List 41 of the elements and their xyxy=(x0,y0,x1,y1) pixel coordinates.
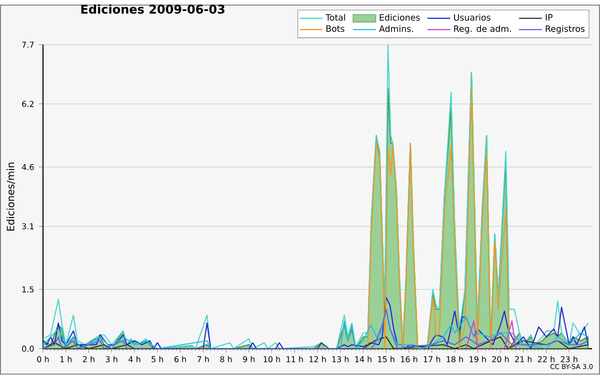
x-tick-label: 3 h xyxy=(106,356,118,362)
legend-label: IP xyxy=(546,14,552,21)
y-tick-label: 6.2 xyxy=(22,101,34,108)
y-tick-label: 7.7 xyxy=(22,42,34,48)
y-tick-label: 1.5 xyxy=(22,286,34,293)
y-tick-label: 0.0 xyxy=(22,346,34,352)
legend-label: Total xyxy=(326,14,346,21)
x-tick-label: 18 h xyxy=(446,356,463,362)
x-tick-label: 16 h xyxy=(400,356,418,362)
x-tick-label: 22 h xyxy=(538,356,554,362)
x-tick-label: 6 h xyxy=(174,356,186,362)
y-axis-title: Ediciones/min xyxy=(6,162,16,231)
x-tick-label: 2 h xyxy=(82,356,94,362)
x-tick-label: 4 h xyxy=(128,356,140,362)
chart-title: Ediciones 2009-06-03 xyxy=(81,4,224,14)
x-tick-label: 1 h xyxy=(60,356,72,362)
x-tick-label: 23 h xyxy=(560,356,578,362)
x-tick-label: 8 h xyxy=(220,356,232,362)
legend-label: Admins. xyxy=(379,25,413,32)
x-tick-label: 11 h xyxy=(286,356,303,362)
x-tick-label: 19 h xyxy=(470,356,486,362)
x-tick-label: 5 h xyxy=(152,356,164,362)
x-tick-label: 0 h xyxy=(37,356,49,362)
legend-label: Reg. de adm. xyxy=(454,25,511,34)
legend-label: Bots xyxy=(326,26,344,32)
legend-label: Registros xyxy=(546,25,585,34)
x-tick-label: 12 h xyxy=(309,356,326,362)
x-tick-label: 14 h xyxy=(355,356,372,362)
x-tick-label: 21 h xyxy=(515,356,532,362)
y-tick-label: 4.6 xyxy=(22,164,34,170)
x-tick-label: 17 h xyxy=(424,356,440,362)
x-tick-label: 20 h xyxy=(492,356,509,362)
line-series xyxy=(367,88,510,349)
x-tick-label: 15 h xyxy=(378,356,394,362)
x-tick-label: 9 h xyxy=(243,356,255,362)
legend-label: Ediciones xyxy=(380,14,420,21)
y-tick-label: 3.1 xyxy=(22,223,34,230)
x-tick-label: 10 h xyxy=(264,356,280,362)
x-tick-label: 13 h xyxy=(332,356,349,362)
x-tick-label: 7 h xyxy=(197,356,209,362)
legend-label: Usuarios xyxy=(454,14,490,21)
